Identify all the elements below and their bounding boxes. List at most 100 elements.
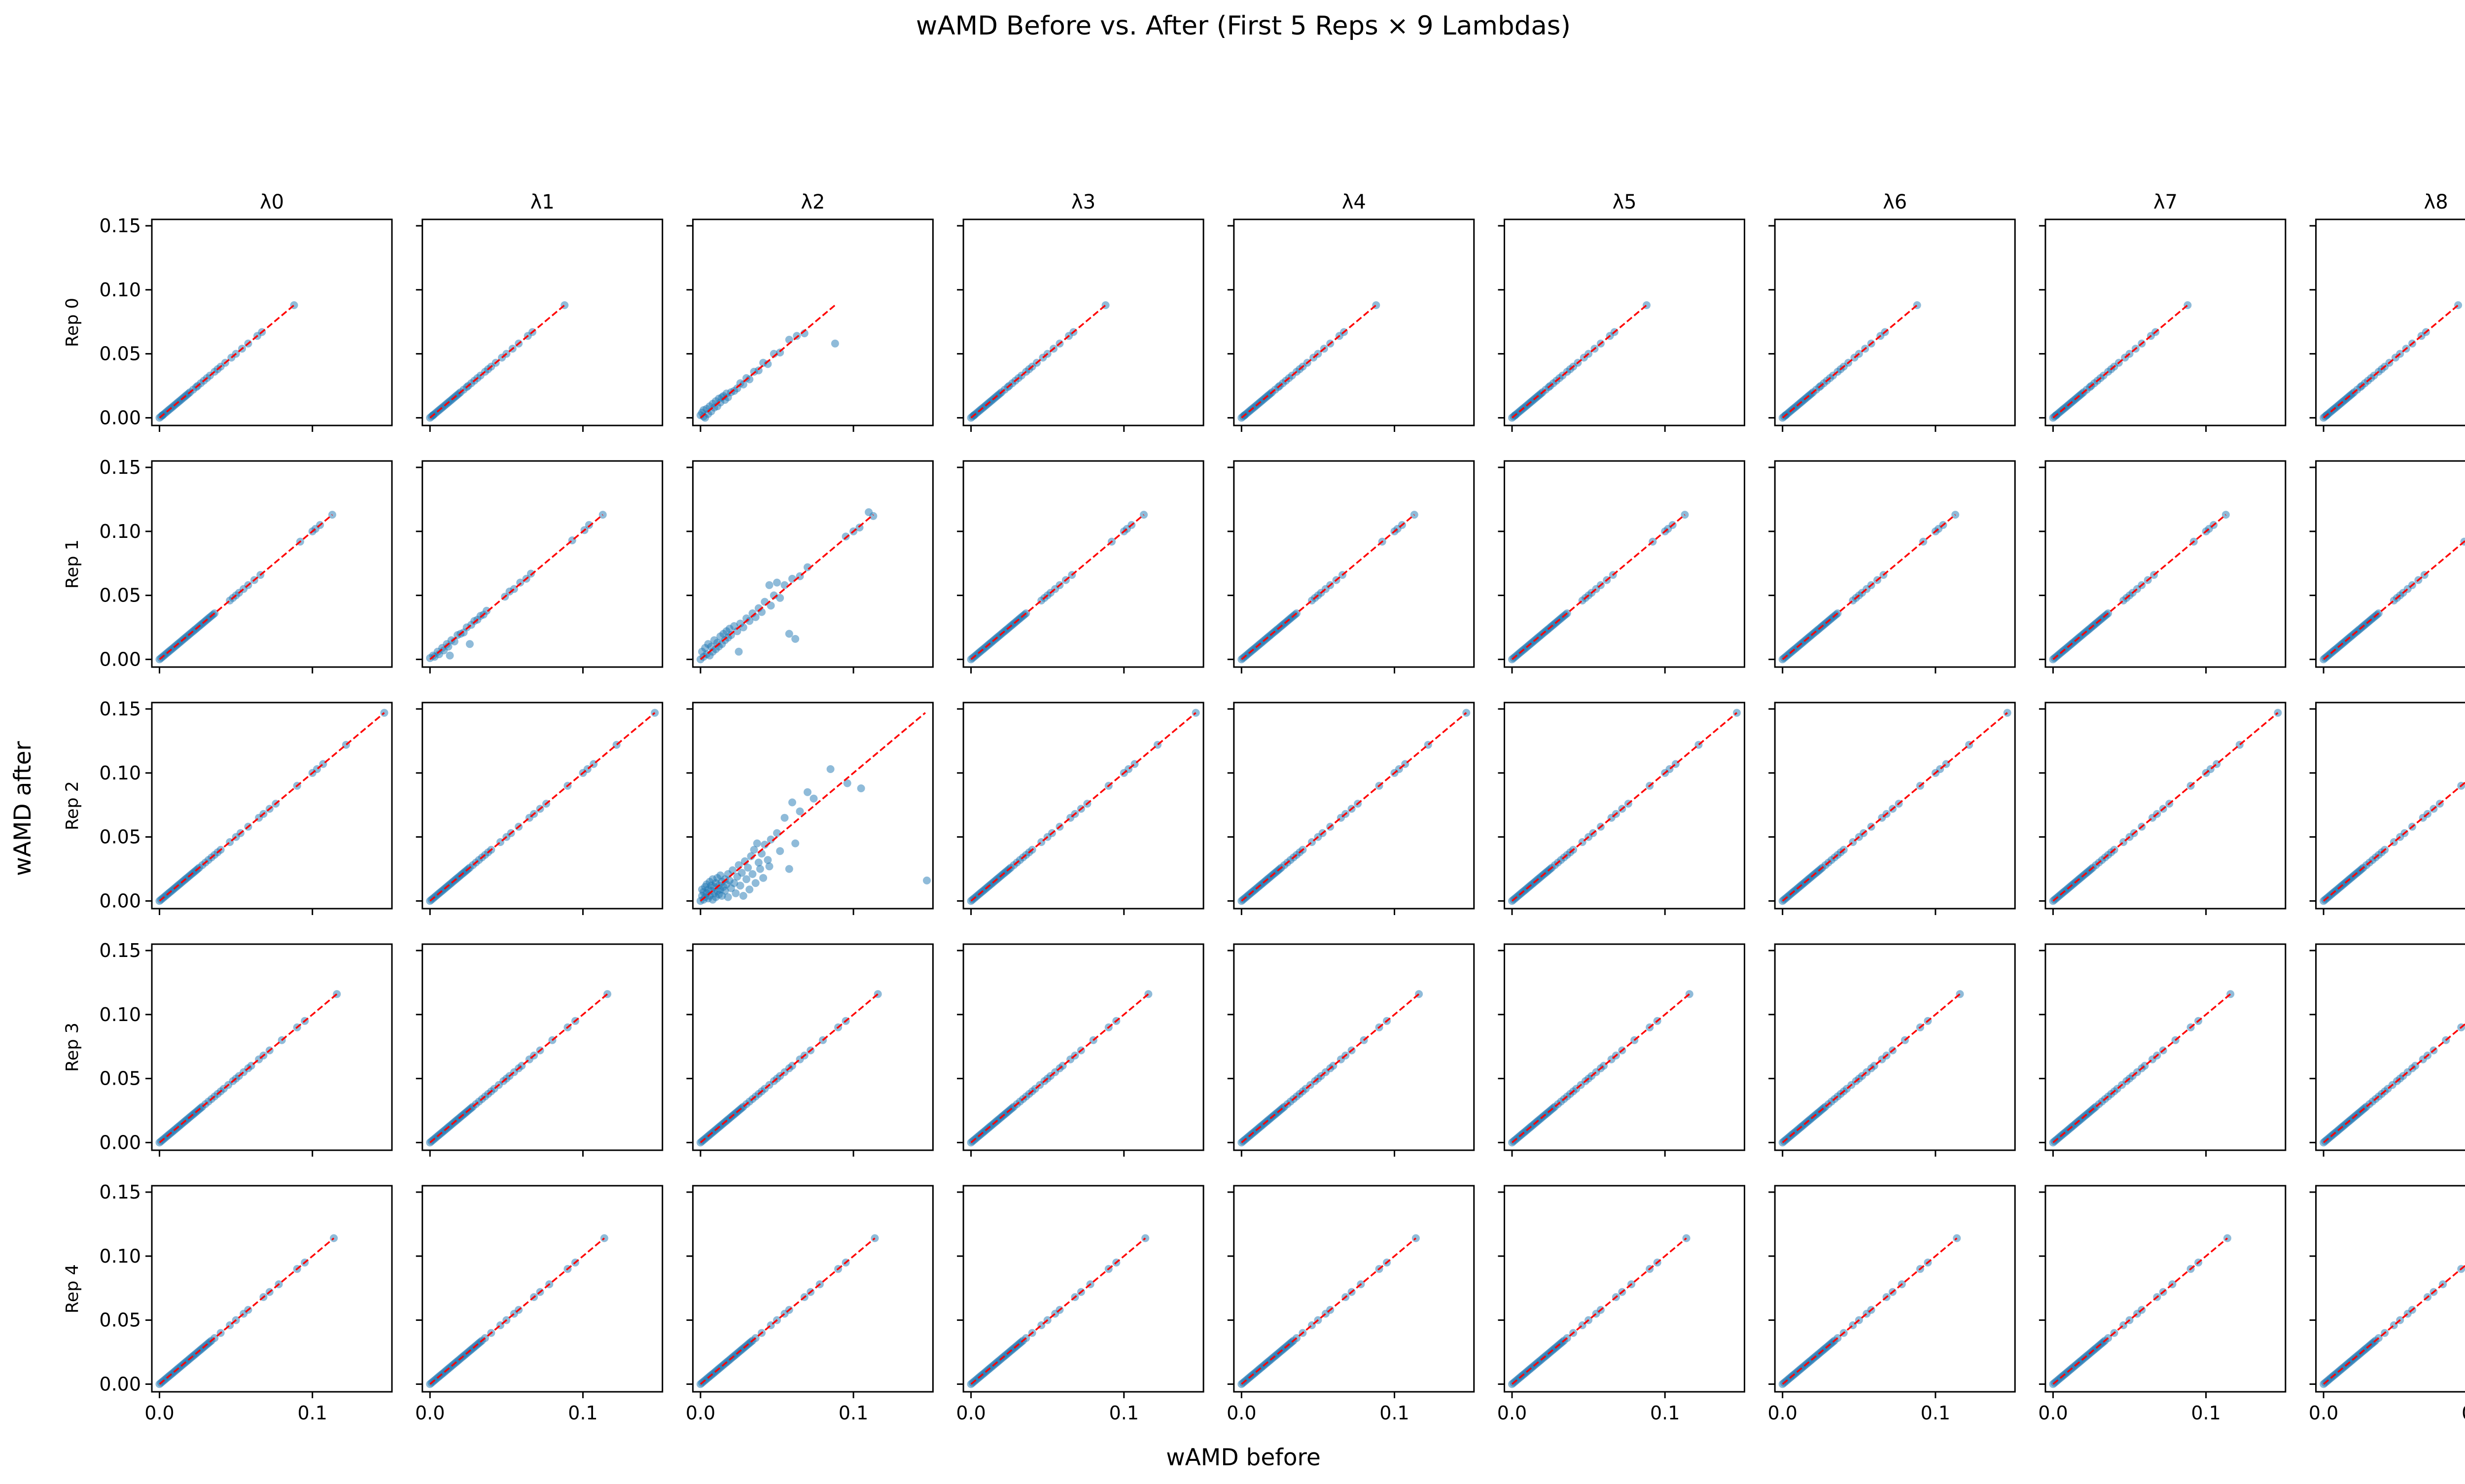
x-tick-label: 0.1 [2462, 1402, 2465, 1424]
panel-frame [962, 460, 1204, 668]
y-tick-label: 0.05 [99, 826, 141, 848]
panel [2039, 460, 2287, 673]
panel-frame [692, 702, 934, 910]
reference-line [1782, 514, 1956, 660]
data-point [2221, 511, 2230, 519]
data-point [465, 640, 474, 648]
y-tick-label: 0.05 [99, 585, 141, 606]
reference-line [159, 993, 338, 1143]
panel-frame [1504, 702, 1745, 910]
x-tick-label: 0.0 [1497, 1402, 1527, 1424]
data-point [788, 798, 796, 807]
panel: 0.0 0.1 [686, 1185, 934, 1424]
reference-line [2323, 540, 2465, 660]
x-tick-label: 0.0 [1767, 1402, 1797, 1424]
panel: 0.00 0.05 0.10 0.15 Rep 1 [63, 457, 393, 673]
data-point [721, 886, 729, 895]
reference-line [2323, 304, 2459, 419]
panel-frame [151, 702, 393, 910]
panel: 0.00 0.05 0.10 0.15 0.0 0.1 Rep 4 [63, 1181, 393, 1424]
reference-line [1782, 304, 1918, 419]
y-tick-label: 0.15 [99, 457, 141, 478]
panel: λ7 [2039, 191, 2287, 432]
panel: λ6 [1768, 191, 2016, 432]
x-tick-label: 0.0 [1227, 1402, 1256, 1424]
data-point [764, 856, 772, 864]
panel-frame [1504, 460, 1745, 668]
y-tick-label: 0.15 [99, 698, 141, 720]
reference-line [429, 712, 656, 902]
reference-line [970, 1237, 1146, 1385]
data-point [729, 866, 737, 875]
data-point [767, 601, 775, 610]
panel-frame [692, 218, 934, 426]
reference-line [2052, 993, 2231, 1143]
panel-frame [422, 218, 664, 426]
data-point [785, 865, 793, 873]
y-tick-label: 0.05 [99, 1309, 141, 1331]
y-tick-label: 0.00 [99, 890, 141, 912]
panel-frame [1504, 943, 1745, 1151]
y-tick-label: 0.05 [99, 1068, 141, 1090]
panel-grid: 0.00 0.05 0.10 0.15 λ0 Rep 0 λ1 λ2 λ3 λ4 λ5 λ6 λ7 λ8 0… [63, 191, 2465, 1424]
reference-line [2323, 781, 2465, 902]
y-axis-label: wAMD after [9, 741, 36, 876]
x-tick-label: 0.1 [297, 1402, 327, 1424]
data-point [330, 1234, 338, 1242]
data-point [831, 339, 839, 348]
data-point [724, 893, 732, 901]
data-point [765, 862, 774, 871]
data-point [1410, 511, 1418, 519]
data-point [446, 651, 454, 660]
data-point [1951, 511, 1960, 519]
panel-frame [1504, 1185, 1745, 1393]
reference-line [1782, 1237, 1958, 1385]
row-label: Rep 2 [63, 781, 82, 830]
panel-frame [2044, 702, 2287, 910]
panel: 0.0 0.1 [956, 1185, 1204, 1424]
data-point [826, 765, 835, 773]
data-point [759, 874, 768, 882]
y-tick-label: 0.15 [99, 1181, 141, 1203]
x-tick-label: 0.1 [839, 1402, 868, 1424]
panel: λ8 [2309, 191, 2465, 432]
reference-line [700, 304, 836, 419]
y-tick-label: 0.15 [99, 940, 141, 961]
figure-title: wAMD Before vs. After (First 5 Reps × 9 … [916, 11, 1571, 41]
reference-line [1241, 712, 1467, 902]
panel: λ2 [686, 191, 934, 432]
reference-line [1511, 514, 1686, 660]
data-point [754, 858, 763, 867]
data-point [791, 635, 800, 643]
data-point [869, 512, 878, 520]
y-tick-label: 0.10 [99, 1245, 141, 1267]
panel-frame [2044, 218, 2287, 426]
y-tick-label: 0.10 [99, 762, 141, 784]
panel-frame [151, 1185, 393, 1393]
reference-line [1241, 304, 1377, 419]
data-point [742, 875, 750, 883]
data-point [788, 574, 796, 583]
data-point [730, 879, 739, 887]
reference-line [970, 514, 1145, 660]
data-point [739, 892, 747, 900]
x-tick-label: 0.0 [686, 1402, 715, 1424]
panel: 0.00 0.05 0.10 0.15 λ0 Rep 0 [63, 191, 393, 432]
data-point [328, 511, 336, 519]
data-point [1681, 511, 1689, 519]
panel [1498, 460, 1745, 673]
panel-frame [2044, 943, 2287, 1151]
column-title: λ8 [2424, 191, 2448, 213]
reference-line [2052, 1237, 2228, 1385]
panel [686, 943, 934, 1157]
x-tick-label: 0.1 [1650, 1402, 1680, 1424]
panel [1498, 943, 1745, 1157]
panel [2309, 943, 2465, 1157]
panel-frame [962, 702, 1204, 910]
reference-line [700, 1237, 876, 1385]
panel-frame [2315, 702, 2465, 910]
panel-frame [2315, 460, 2465, 668]
data-point [733, 627, 741, 636]
x-axis-label: wAMD before [1166, 1444, 1321, 1471]
panel [416, 943, 664, 1157]
